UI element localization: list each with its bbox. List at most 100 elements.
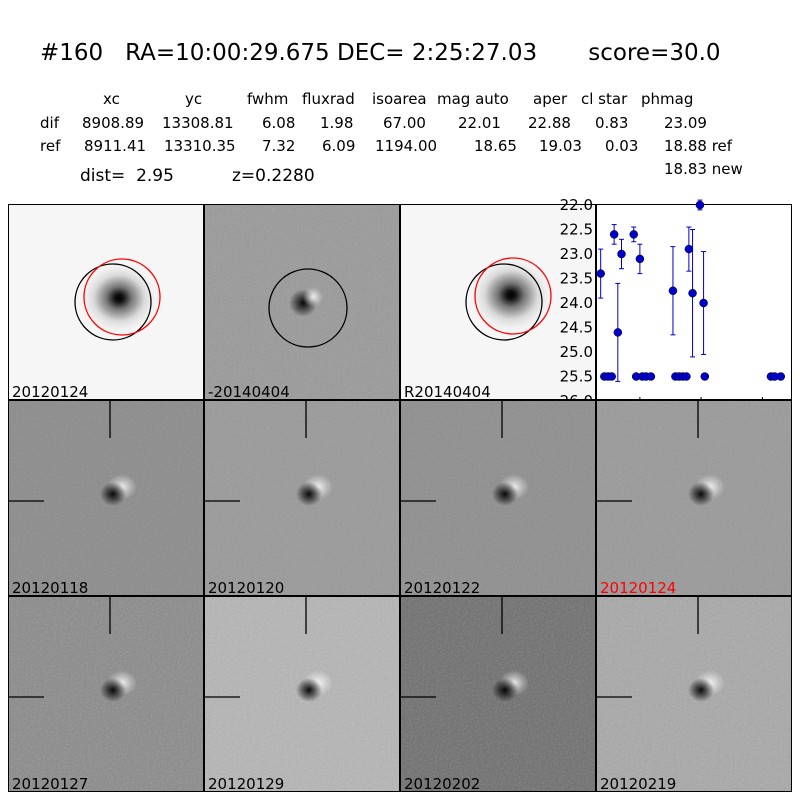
col-aper: aper [533,90,568,108]
point-marker [635,254,645,264]
dif-fwhm: 6.08 [262,114,296,132]
ref-isoarea: 1194.00 [375,137,438,155]
epoch-stamp-image [597,597,791,791]
new-circle [83,258,161,336]
data-point [684,226,694,272]
dist-value: dist= 2.95 [80,166,174,186]
epoch-label: 20120202 [404,775,481,792]
stamp-diff-image [205,205,399,399]
point-marker [682,372,691,381]
y-tick-label: 24.0 [560,294,593,312]
col-yc: yc [185,90,203,108]
ref-fwhm: 7.32 [262,137,296,155]
epoch-stamp-image [597,401,791,595]
new-circle [474,257,552,335]
data-point [776,372,785,381]
stamp-label: 20120124 [12,383,89,400]
data-point [629,226,638,243]
epoch-label: 20120127 [12,775,89,792]
data-point [609,224,619,245]
dif-phmag: 23.09 [664,114,707,132]
dif-magauto: 22.01 [458,114,501,132]
z-value: z=0.2280 [232,166,315,186]
col-phmag: phmag [641,90,694,108]
page-title: #160 RA=10:00:29.675 DEC= 2:25:27.03 sco… [40,40,721,66]
col-fluxrad: fluxrad [302,90,355,108]
dif-label: dif [40,114,59,132]
y-tick-label: 22.5 [560,221,593,239]
y-tick-label: 23.0 [560,245,593,263]
epoch-stamp: 20120122 [400,400,596,596]
dif-yc: 13308.81 [162,114,234,132]
col-magauto: mag auto [437,90,509,108]
data-point [699,251,708,355]
epoch-stamp-image [401,597,595,791]
y-tick-label: 23.5 [560,270,593,288]
point-marker [776,372,785,381]
ref-phmag: 18.88 ref [664,137,733,155]
new-phmag: 18.83 new [664,160,743,178]
stamp-ref: R20140404 [400,204,596,400]
stamp-label: -20140404 [208,383,290,400]
data-point [646,372,656,381]
ref-aper: 19.03 [539,137,582,155]
epoch-label: 20120219 [600,775,677,792]
point-marker [688,288,697,298]
data-point [607,372,616,381]
point-marker [629,230,638,239]
dif-aper: 22.88 [528,114,571,132]
stamp-diff: -20140404 [204,204,400,400]
data-point [635,243,645,275]
stamp-new-image [9,205,203,399]
dif-isoarea: 67.00 [383,114,426,132]
ref-label: ref [40,137,61,155]
data-point [695,199,705,211]
point-marker [700,372,710,381]
epoch-stamp-image [401,401,595,595]
col-isoarea: isoarea [372,90,427,108]
point-marker [684,244,694,254]
dif-fluxrad: 1.98 [320,114,354,132]
diff-circle [268,268,348,348]
stamp-new: 20120124 [8,204,204,400]
epoch-label: 20120129 [208,775,285,792]
epoch-stamp: 20120202 [400,596,596,792]
data-point [682,372,691,381]
point-marker [596,269,605,278]
ref-circle [74,263,152,341]
epoch-label: 20120122 [404,579,481,596]
epoch-stamp: 20120127 [8,596,204,792]
stamp-label: R20140404 [404,383,491,400]
epoch-stamp: 20120124 [596,400,792,596]
y-tick-label: 25.5 [560,368,593,386]
point-marker [695,200,705,210]
epoch-stamp: 20120120 [204,400,400,596]
ref-magauto: 18.65 [474,137,517,155]
epoch-stamp-image [205,401,399,595]
epoch-stamp-image [9,401,203,595]
col-clstar: cl star [581,90,628,108]
point-marker [613,328,623,337]
point-marker [668,286,678,295]
epoch-label: 20120124 [600,579,677,596]
data-point [700,372,710,381]
stamp-ref-image [401,205,595,399]
point-marker [699,298,708,308]
epoch-stamp-image [205,597,399,791]
y-tick-label: 22.0 [560,196,593,214]
epoch-stamp: 20120219 [596,596,792,792]
point-marker [646,372,656,381]
epoch-stamp: 20120129 [204,596,400,792]
epoch-label: 20120120 [208,579,285,596]
dif-clstar: 0.83 [595,114,629,132]
light-curve-plot: 22.022.523.023.524.024.525.025.526.00501… [560,196,785,421]
epoch-stamp: 20120118 [8,400,204,596]
epoch-label: 20120118 [12,579,89,596]
y-tick-label: 24.5 [560,319,593,337]
point-marker [609,230,619,239]
col-fwhm: fwhm [247,90,289,108]
ref-fluxrad: 6.09 [322,137,356,155]
data-point [668,246,678,336]
ref-xc: 8911.41 [84,137,147,155]
point-marker [607,372,616,381]
